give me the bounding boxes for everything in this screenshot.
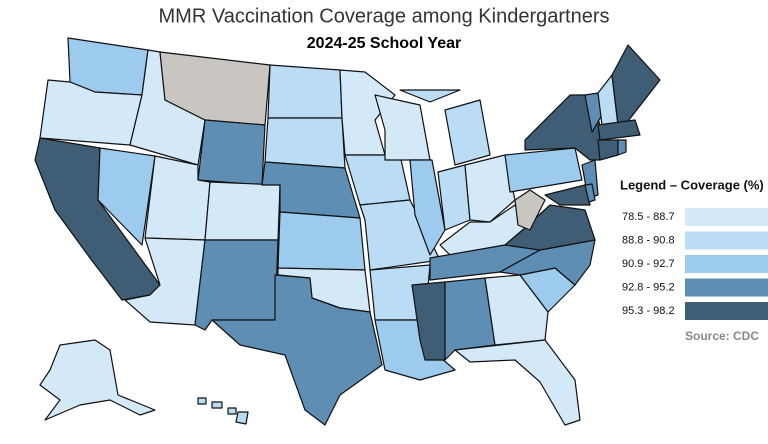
legend: 78.5 - 88.7 88.8 - 90.8 90.9 - 92.7 92.8 - … (622, 208, 768, 320)
source: Source: CDC (685, 329, 759, 343)
state (611, 44, 661, 126)
state (197, 119, 266, 186)
legend-label: 92.8 - 95.2 (622, 281, 675, 293)
legend-label: 78.5 - 88.7 (622, 211, 675, 223)
state (464, 154, 516, 223)
state (454, 339, 581, 426)
legend-label: 88.8 - 90.8 (622, 234, 675, 246)
state (444, 99, 491, 166)
state (544, 184, 591, 206)
state (197, 397, 207, 405)
legend-label: 95.3 - 98.2 (622, 305, 675, 317)
state (597, 119, 641, 141)
state (584, 183, 596, 203)
state (227, 407, 237, 415)
title: MMR Vaccination Coverage among Kindergar… (159, 5, 610, 27)
legend-label: 90.9 - 92.7 (622, 258, 675, 270)
state (194, 239, 279, 331)
legend-title: Legend – Coverage (%) (620, 177, 764, 192)
legend-swatch (685, 302, 768, 320)
state (235, 411, 249, 425)
state (39, 339, 156, 421)
state (204, 181, 281, 241)
us-map (34, 37, 661, 426)
state (399, 89, 461, 103)
state (264, 117, 346, 169)
legend-swatch (685, 231, 768, 250)
state (277, 211, 366, 271)
legend-swatch (685, 208, 768, 226)
state (97, 147, 156, 246)
state (339, 69, 396, 156)
legend-swatch (685, 255, 768, 273)
subtitle: 2024-25 School Year (307, 35, 461, 52)
state (597, 139, 619, 161)
state (344, 154, 411, 206)
state (211, 274, 383, 426)
state (359, 199, 441, 271)
state (504, 147, 583, 193)
state (514, 189, 546, 231)
state (617, 139, 627, 156)
legend-swatch (685, 278, 768, 297)
state (267, 64, 343, 119)
state (374, 94, 431, 161)
state (211, 401, 223, 409)
state (411, 281, 446, 361)
state (409, 159, 446, 256)
state (484, 274, 549, 346)
